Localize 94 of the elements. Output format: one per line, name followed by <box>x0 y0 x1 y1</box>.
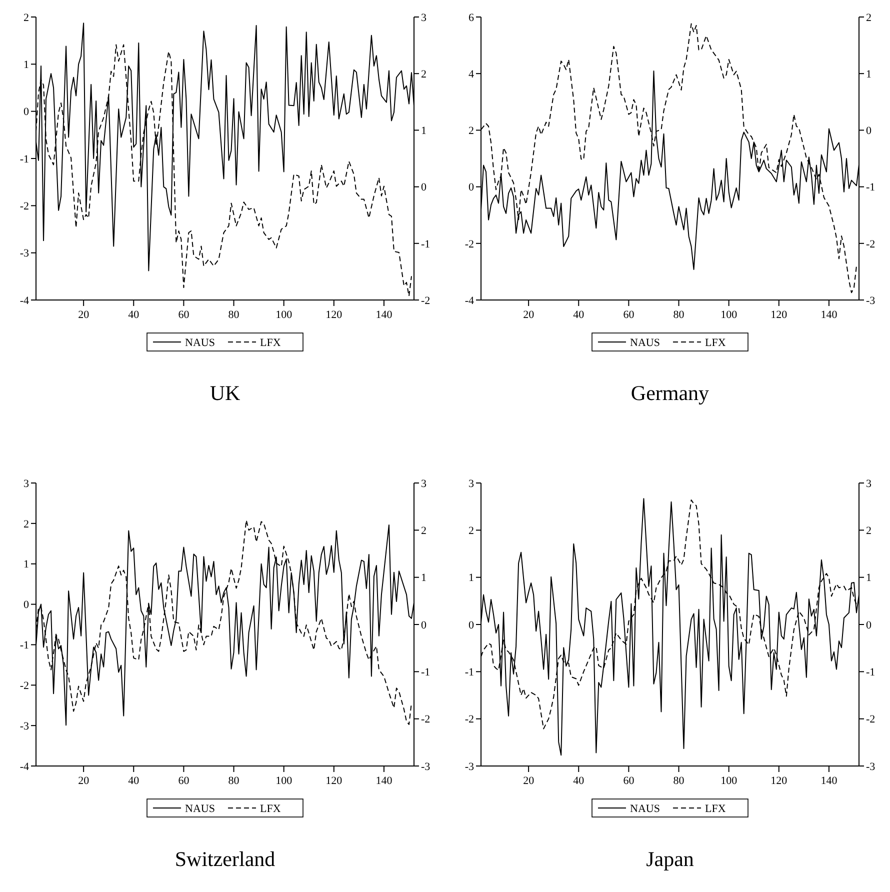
x-tick-label: 80 <box>228 775 240 787</box>
y2-tick-label: -2 <box>866 238 876 250</box>
text: UK <box>210 381 240 405</box>
x-tick-label: 20 <box>523 775 535 787</box>
y-tick-label: -4 <box>464 294 474 307</box>
y-tick-label: -2 <box>464 714 474 726</box>
x-tick-label: 120 <box>770 775 788 787</box>
y2-tick-label: -3 <box>866 294 876 307</box>
y2-tick-label: -1 <box>421 666 430 679</box>
legend-label: LFX <box>260 802 281 815</box>
y2-tick-label: 0 <box>421 619 427 632</box>
y-tick-label: -4 <box>20 294 30 307</box>
x-tick-label: 20 <box>78 309 90 321</box>
x-tick-label: 140 <box>820 775 838 787</box>
y-tick-label: 1 <box>24 558 29 571</box>
x-tick-label: 80 <box>673 775 685 787</box>
y2-tick-label: 0 <box>866 619 872 632</box>
y2-tick-label: 3 <box>866 478 872 490</box>
y-tick-label: 6 <box>468 12 474 24</box>
y-tick-label: 4 <box>468 68 474 80</box>
y2-tick-label: -2 <box>421 294 430 307</box>
y2-tick-label: 1 <box>421 125 426 138</box>
x-tick-label: 100 <box>276 309 293 321</box>
text: Switzerland <box>174 847 276 871</box>
legend-label: NAUS <box>630 336 660 349</box>
y2-tick-label: -1 <box>421 238 430 250</box>
legend-label: NAUS <box>185 336 215 349</box>
y-tick-label: 2 <box>24 518 29 530</box>
y-tick-label: -1 <box>20 153 29 166</box>
y-tick-label: -2 <box>464 238 474 250</box>
x-tick-label: 20 <box>523 309 535 321</box>
x-tick-label: 60 <box>623 309 635 321</box>
y2-tick-label: -1 <box>866 182 876 194</box>
legend-label: NAUS <box>185 802 215 815</box>
x-tick-label: 120 <box>326 775 343 787</box>
x-tick-label: 60 <box>623 775 635 787</box>
x-tick-label: 40 <box>128 309 140 321</box>
x-tick-label: 100 <box>720 775 738 787</box>
y2-tick-label: 1 <box>866 68 872 80</box>
x-tick-label: 100 <box>276 775 293 787</box>
y2-tick-label: 3 <box>421 12 427 24</box>
text: Germany <box>630 381 710 405</box>
y2-tick-label: 2 <box>421 68 426 80</box>
x-tick-label: 100 <box>720 309 738 321</box>
x-tick-label: 120 <box>326 309 343 321</box>
y-tick-label: -1 <box>464 666 474 679</box>
x-tick-label: 140 <box>376 775 393 787</box>
x-tick-label: 140 <box>376 309 393 321</box>
text: Japan <box>646 847 694 871</box>
legend-label: NAUS <box>630 802 660 815</box>
y2-tick-label: 0 <box>421 182 427 194</box>
y-tick-label: 1 <box>24 59 29 72</box>
x-tick-label: 40 <box>573 775 585 787</box>
legend-label: LFX <box>260 336 281 349</box>
y2-tick-label: 2 <box>421 525 426 538</box>
y2-tick-label: -2 <box>421 714 430 726</box>
y-tick-label: -2 <box>20 200 29 213</box>
x-tick-label: 40 <box>128 775 140 787</box>
y2-tick-label: -2 <box>866 714 876 726</box>
x-tick-label: 40 <box>573 309 585 321</box>
y2-tick-label: 2 <box>866 12 872 24</box>
x-tick-label: 140 <box>820 309 838 321</box>
y2-tick-label: -1 <box>866 666 876 679</box>
y-tick-label: -4 <box>20 760 30 773</box>
y-tick-label: 3 <box>24 478 30 490</box>
y2-tick-label: 2 <box>866 525 872 538</box>
y2-tick-label: 3 <box>421 478 427 490</box>
legend-label: LFX <box>705 802 726 815</box>
y-tick-label: 3 <box>468 478 474 490</box>
y-tick-label: 2 <box>24 12 29 24</box>
y-tick-label: 2 <box>468 525 474 538</box>
y2-tick-label: -3 <box>866 760 876 773</box>
y-tick-label: -2 <box>20 680 29 692</box>
y-tick-label: 0 <box>468 182 474 194</box>
y2-tick-label: -3 <box>421 760 431 773</box>
y-tick-label: 0 <box>468 619 474 632</box>
y-tick-label: 1 <box>468 572 474 584</box>
y-tick-label: -3 <box>464 760 474 773</box>
y2-tick-label: 1 <box>421 572 426 584</box>
y-tick-label: 2 <box>468 125 474 138</box>
x-tick-label: 80 <box>228 309 240 321</box>
y2-tick-label: 0 <box>866 125 872 138</box>
y-tick-label: -3 <box>20 248 30 260</box>
y2-tick-label: 1 <box>866 572 872 584</box>
y-tick-label: 0 <box>24 599 30 612</box>
y-tick-label: 0 <box>24 106 30 118</box>
x-tick-label: 120 <box>770 309 788 321</box>
legend-label: LFX <box>705 336 726 349</box>
y-tick-label: -3 <box>20 720 30 732</box>
x-tick-label: 20 <box>78 775 90 787</box>
y-tick-label: -1 <box>20 640 29 652</box>
x-tick-label: 60 <box>178 309 190 321</box>
x-tick-label: 60 <box>178 775 190 787</box>
x-tick-label: 80 <box>673 309 685 321</box>
